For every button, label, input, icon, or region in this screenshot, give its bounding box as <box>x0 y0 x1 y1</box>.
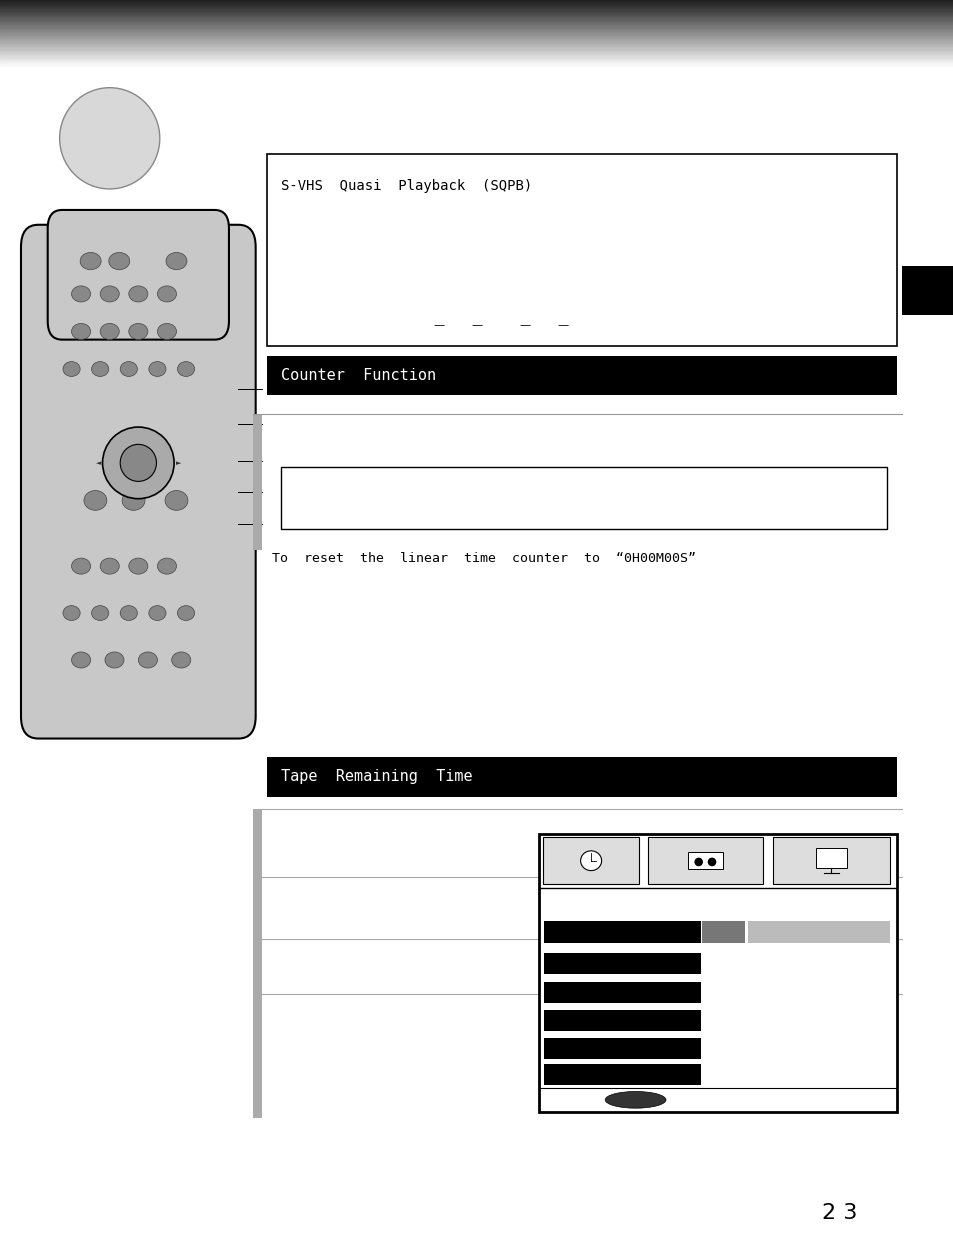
Bar <box>687 852 721 869</box>
Ellipse shape <box>84 490 107 510</box>
Ellipse shape <box>71 558 91 574</box>
Ellipse shape <box>157 558 176 574</box>
Bar <box>543 1037 700 1058</box>
Ellipse shape <box>580 851 601 871</box>
Ellipse shape <box>91 362 109 377</box>
Ellipse shape <box>129 558 148 574</box>
Ellipse shape <box>165 490 188 510</box>
Text: To  reset  the  linear  time  counter  to  “0H00M00S”: To reset the linear time counter to “0H0… <box>272 552 695 564</box>
Text: —: — <box>557 320 568 330</box>
FancyBboxPatch shape <box>48 210 229 340</box>
Bar <box>253 414 262 550</box>
Bar <box>538 834 896 1112</box>
Ellipse shape <box>604 1092 665 1108</box>
Text: S-VHS  Quasi  Playback  (SQPB): S-VHS Quasi Playback (SQPB) <box>281 179 532 193</box>
Bar <box>901 266 953 315</box>
Ellipse shape <box>122 490 145 510</box>
Ellipse shape <box>63 362 80 377</box>
Bar <box>543 1010 700 1031</box>
Ellipse shape <box>157 285 176 303</box>
Text: Counter  Function: Counter Function <box>281 368 436 383</box>
Bar <box>816 848 846 868</box>
Ellipse shape <box>105 652 124 668</box>
Text: ►: ► <box>175 459 181 466</box>
Ellipse shape <box>129 324 148 340</box>
Ellipse shape <box>103 427 173 499</box>
Ellipse shape <box>63 605 80 620</box>
Ellipse shape <box>91 605 109 620</box>
Bar <box>543 920 700 944</box>
Text: 2 3: 2 3 <box>821 1203 857 1223</box>
Text: —: — <box>471 320 482 330</box>
Bar <box>701 920 744 944</box>
Ellipse shape <box>60 88 160 189</box>
FancyBboxPatch shape <box>21 225 255 739</box>
Bar <box>281 467 886 529</box>
Ellipse shape <box>100 558 119 574</box>
Ellipse shape <box>100 324 119 340</box>
Bar <box>773 837 888 884</box>
Ellipse shape <box>120 605 137 620</box>
Ellipse shape <box>138 652 157 668</box>
Text: ◄: ◄ <box>95 459 101 466</box>
Bar <box>253 809 262 1118</box>
Ellipse shape <box>129 285 148 303</box>
Ellipse shape <box>166 252 187 269</box>
Ellipse shape <box>71 652 91 668</box>
Bar <box>267 757 896 797</box>
Bar <box>747 920 888 944</box>
Ellipse shape <box>707 857 716 866</box>
Ellipse shape <box>177 605 194 620</box>
Text: —: — <box>433 320 444 330</box>
Ellipse shape <box>172 652 191 668</box>
Bar <box>543 1065 700 1086</box>
Ellipse shape <box>71 285 91 303</box>
Ellipse shape <box>80 252 101 269</box>
Bar <box>542 837 639 884</box>
Ellipse shape <box>149 605 166 620</box>
Bar <box>543 982 700 1003</box>
Ellipse shape <box>120 445 156 482</box>
Ellipse shape <box>71 324 91 340</box>
Ellipse shape <box>100 285 119 303</box>
Ellipse shape <box>149 362 166 377</box>
Bar <box>267 154 896 346</box>
Bar <box>647 837 761 884</box>
Ellipse shape <box>157 324 176 340</box>
Ellipse shape <box>177 362 194 377</box>
Bar <box>267 356 896 395</box>
Ellipse shape <box>694 857 702 866</box>
Bar <box>543 953 700 974</box>
Text: —: — <box>518 320 530 330</box>
Ellipse shape <box>109 252 130 269</box>
Ellipse shape <box>120 362 137 377</box>
Text: Tape  Remaining  Time: Tape Remaining Time <box>281 769 473 784</box>
